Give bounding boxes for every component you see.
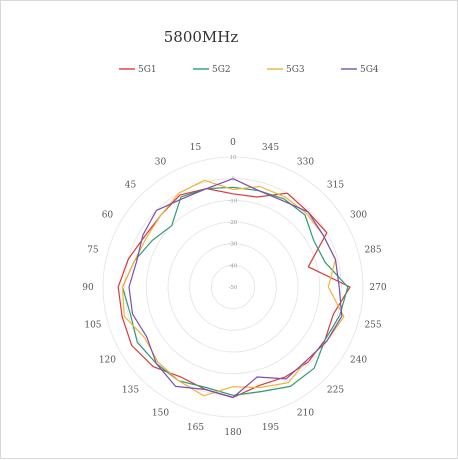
angle-label: 240: [350, 356, 367, 366]
angle-label: 75: [87, 245, 99, 255]
radial-tick-label: -50: [229, 285, 238, 291]
radial-tick-label: -10: [229, 198, 238, 204]
radial-tick-label: -20: [229, 220, 238, 226]
angle-label: 105: [84, 321, 101, 331]
angle-label: 60: [102, 211, 114, 221]
radial-tick-label: 0: [231, 177, 235, 183]
series-line: [128, 178, 343, 399]
legend-label: 5G2: [212, 65, 231, 75]
legend-label: 5G4: [360, 65, 379, 75]
angle-label: 135: [122, 386, 139, 396]
angle-label: 300: [350, 211, 367, 221]
angle-label: 180: [224, 428, 241, 438]
angle-label: 330: [297, 157, 314, 167]
angle-label: 255: [364, 321, 381, 331]
grid-ring: [167, 221, 299, 353]
chart-title: 5800MHz: [164, 28, 239, 46]
radial-labels: 10 0 -10 -20 -30 -40 -50: [229, 155, 238, 291]
angle-label: 150: [152, 409, 169, 419]
angle-label: 270: [369, 283, 386, 293]
grid-ring: [189, 243, 277, 331]
angle-label: 195: [262, 423, 279, 433]
angle-label: 45: [125, 180, 137, 190]
angle-label: 120: [99, 356, 116, 366]
radial-tick-label: 10: [230, 155, 237, 161]
angle-label: 0: [230, 138, 236, 148]
grid-ring: [102, 156, 364, 418]
angle-label: 165: [187, 423, 204, 433]
angle-label: 345: [262, 143, 279, 153]
legend-label: 5G3: [286, 65, 305, 75]
angle-label: 225: [327, 386, 344, 396]
grid-ring: [145, 199, 321, 375]
angle-label: 30: [155, 157, 167, 167]
radial-tick-label: -40: [229, 263, 238, 269]
series-line: [121, 186, 349, 396]
angle-label: 210: [297, 409, 314, 419]
grid-ring: [210, 264, 256, 310]
legend-label: 5G1: [138, 65, 157, 75]
series-layer: [117, 178, 351, 399]
angle-label: 15: [190, 143, 202, 153]
angle-labels: 0 15 30 45 60 75 90 105 120 135 150 165 180 195 210 225…: [82, 138, 387, 438]
angle-label: 315: [327, 180, 344, 190]
angle-label: 285: [364, 245, 381, 255]
radial-tick-label: -30: [229, 242, 238, 248]
angle-label: 90: [82, 283, 94, 293]
legend: 5G1 5G2 5G3 5G4: [119, 65, 379, 75]
